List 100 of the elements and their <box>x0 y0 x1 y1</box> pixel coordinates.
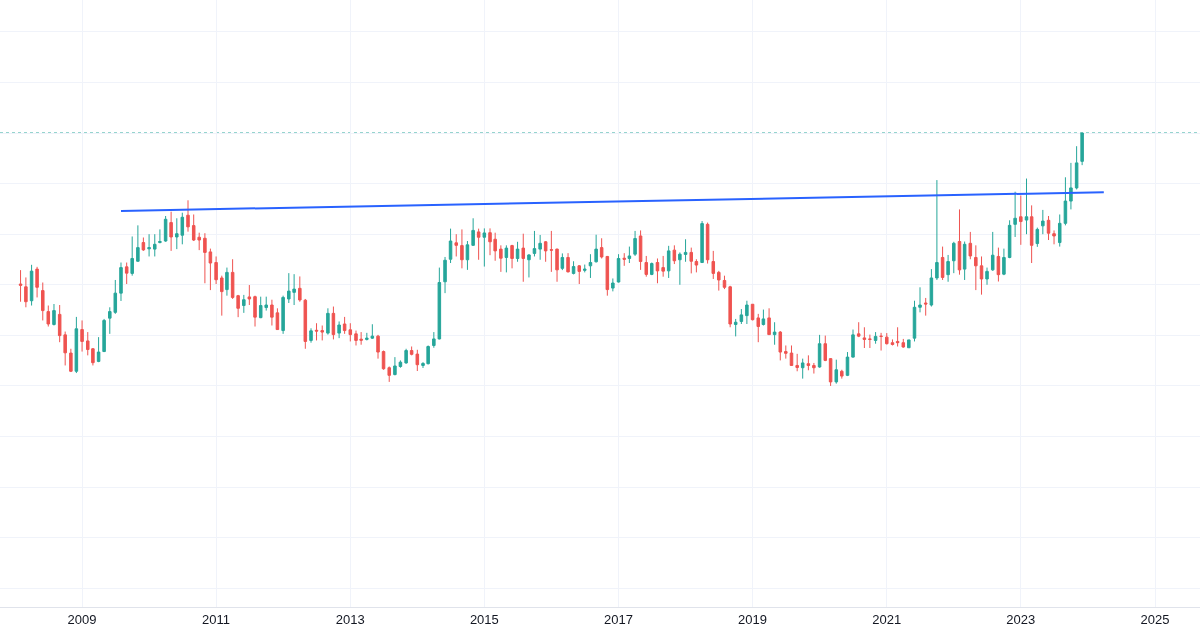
candlestick <box>69 348 73 373</box>
candlestick <box>443 256 447 294</box>
candlestick <box>907 339 911 349</box>
candlestick <box>136 224 140 263</box>
x-tick-label: 2021 <box>872 611 902 627</box>
candlestick <box>247 284 252 306</box>
candlestick <box>828 357 833 387</box>
candlestick <box>700 220 704 264</box>
candlestick <box>923 297 928 317</box>
candlestick <box>29 264 34 307</box>
candlestick <box>661 255 665 278</box>
candlestick <box>733 318 738 337</box>
x-tick-label: 2015 <box>469 611 499 627</box>
candlestick <box>404 348 408 365</box>
candlestick <box>968 231 973 260</box>
candlestick <box>270 299 274 326</box>
candlestick <box>856 321 861 338</box>
candlestick <box>851 329 855 359</box>
candlestick <box>879 332 883 352</box>
candlestick <box>935 179 939 281</box>
candlestick <box>24 276 28 308</box>
candlestick <box>990 231 995 272</box>
candlestick <box>448 228 453 264</box>
candlestick <box>52 303 56 326</box>
candlestick <box>739 308 744 325</box>
candlestick <box>812 362 816 375</box>
candlestick <box>962 241 967 281</box>
candlestick <box>1057 213 1062 248</box>
candlestick <box>158 228 162 244</box>
candlestick <box>571 260 576 275</box>
candlestick <box>376 334 380 360</box>
candlestick <box>638 229 643 271</box>
candlestick <box>946 254 950 283</box>
candlestick <box>985 267 989 286</box>
candlestick <box>627 246 632 264</box>
candlestick <box>767 307 771 336</box>
candlestick <box>1069 162 1073 210</box>
candlestick <box>756 313 761 343</box>
candlestick <box>577 264 582 285</box>
candlestick <box>387 365 391 383</box>
candlestick <box>314 322 319 341</box>
x-tick-label: 2025 <box>1140 611 1170 627</box>
candlestick <box>46 305 51 328</box>
candlestick <box>1041 209 1045 235</box>
candlestick <box>141 236 146 252</box>
candlestick <box>672 244 677 265</box>
candlestick <box>728 285 732 328</box>
candlestick <box>929 268 934 308</box>
candlestick <box>225 267 229 297</box>
candlestick <box>974 244 978 291</box>
candlestick <box>253 295 257 328</box>
candlestick <box>130 235 134 277</box>
candlestick <box>74 316 79 374</box>
candlestick <box>633 230 637 257</box>
candlestick <box>979 255 984 296</box>
candlestick <box>309 327 313 344</box>
candlestick <box>1074 145 1079 190</box>
candlestick <box>471 217 475 247</box>
candlestick <box>153 233 157 257</box>
candlestick <box>331 306 336 340</box>
candlestick <box>957 208 962 276</box>
candlestick <box>320 325 324 341</box>
candlestick <box>1063 176 1068 226</box>
candlestick <box>393 356 397 376</box>
candlestick <box>622 252 626 267</box>
candlestick <box>41 282 45 321</box>
candlestick <box>482 227 487 268</box>
x-tick-label: 2019 <box>738 611 768 627</box>
candlestick <box>644 255 649 278</box>
candlestick <box>817 334 822 369</box>
candlestick <box>683 238 688 263</box>
candlestick <box>1024 178 1029 235</box>
candlestick <box>834 359 839 385</box>
candlestick <box>885 332 889 345</box>
candlestick <box>862 326 867 349</box>
candlestick <box>510 244 514 269</box>
candlestick <box>840 369 844 380</box>
candlestick <box>80 319 84 353</box>
candlestick <box>666 245 671 279</box>
x-tick-label: 2011 <box>202 611 231 627</box>
candlestick <box>527 253 531 278</box>
candlestick <box>689 247 694 274</box>
candlestick <box>465 240 470 271</box>
candlestick <box>789 344 794 367</box>
candlestick <box>800 358 805 380</box>
candlestick <box>555 248 559 283</box>
candlestick <box>454 233 458 257</box>
candlestick <box>655 257 660 284</box>
candlestick <box>594 234 598 264</box>
candlestick <box>705 222 710 265</box>
candlestick <box>460 228 464 269</box>
candlestick <box>566 252 570 273</box>
candlestick <box>784 344 788 360</box>
candlestick <box>1080 132 1084 166</box>
candlestick <box>722 275 727 290</box>
candlestick <box>890 338 895 346</box>
candlestick <box>163 215 168 243</box>
candlestick <box>242 294 246 314</box>
candlestick <box>220 275 224 317</box>
candlestick <box>124 262 129 285</box>
